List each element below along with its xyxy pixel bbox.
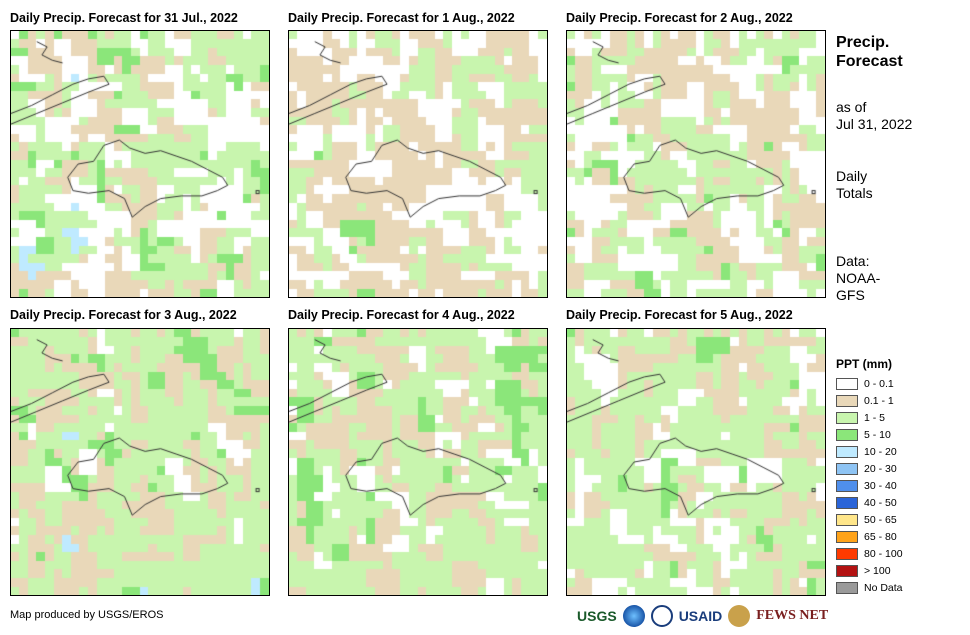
legend-title: PPT (mm) — [836, 357, 893, 371]
legend-swatch — [836, 377, 858, 390]
fewsnet-logo: FEWS NET — [756, 608, 829, 623]
legend-label: 50 - 65 — [864, 513, 897, 526]
panel-title-4: Daily Precip. Forecast for 3 Aug., 2022 — [10, 308, 237, 322]
panel-title-1: Daily Precip. Forecast for 31 Jul., 2022 — [10, 11, 238, 25]
legend-swatch — [836, 496, 858, 509]
panel-title-5: Daily Precip. Forecast for 4 Aug., 2022 — [288, 308, 515, 322]
usaid-logo: USAID — [678, 608, 723, 624]
legend-item: 5 - 10 — [836, 427, 903, 442]
forecast-map-1 — [10, 30, 270, 298]
noaa-logo-icon — [622, 605, 645, 627]
daily-totals-line2: Totals — [836, 185, 873, 201]
forecast-map-2 — [288, 30, 548, 298]
legend-label: 40 - 50 — [864, 496, 897, 509]
legend-label: > 100 — [864, 564, 891, 577]
legend-swatch — [836, 513, 858, 526]
legend-item: > 100 — [836, 563, 903, 578]
legend-swatch — [836, 479, 858, 492]
legend-item: 30 - 40 — [836, 478, 903, 493]
daily-totals-line1: Daily — [836, 168, 868, 184]
legend-item: 40 - 50 — [836, 495, 903, 510]
forecast-map-3 — [566, 30, 826, 298]
forecast-map-5 — [288, 328, 548, 596]
legend-label: No Data — [864, 581, 903, 594]
seal-logo-icon — [650, 605, 673, 627]
panel-title-3: Daily Precip. Forecast for 2 Aug., 2022 — [566, 11, 793, 25]
legend-item: 1 - 5 — [836, 410, 903, 425]
legend-label: 65 - 80 — [864, 530, 897, 543]
legend-label: 30 - 40 — [864, 479, 897, 492]
legend-swatch — [836, 462, 858, 475]
logo-strip: USGS USAID FEWS NET — [577, 603, 828, 629]
legend-label: 0 - 0.1 — [864, 377, 894, 390]
as-of-value: Jul 31, 2022 — [836, 116, 913, 132]
as-of-label: as of — [836, 99, 867, 115]
legend-swatch — [836, 581, 858, 594]
legend-item: 10 - 20 — [836, 444, 903, 459]
legend-swatch — [836, 445, 858, 458]
legend-item: 0 - 0.1 — [836, 376, 903, 391]
side-title-line2: Forecast — [836, 53, 903, 70]
legend-label: 20 - 30 — [864, 462, 897, 475]
legend-item: 50 - 65 — [836, 512, 903, 527]
legend-swatch — [836, 530, 858, 543]
legend-label: 5 - 10 — [864, 428, 891, 441]
side-title-line1: Precip. — [836, 34, 890, 51]
legend-label: 80 - 100 — [864, 547, 903, 560]
legend-item: No Data — [836, 580, 903, 595]
legend: PPT (mm) 0 - 0.1 0.1 - 1 1 - 5 5 - 10 10 - 2… — [836, 357, 903, 597]
side-title: Precip. Forecast — [836, 33, 903, 71]
legend-label: 1 - 5 — [864, 411, 886, 424]
daily-totals-label: Daily Totals — [836, 168, 873, 202]
legend-rows: 0 - 0.1 0.1 - 1 1 - 5 5 - 10 10 - 20 20 - 30 3… — [836, 376, 903, 595]
legend-swatch — [836, 394, 858, 407]
legend-label: 0.1 - 1 — [864, 394, 894, 407]
legend-swatch — [836, 428, 858, 441]
legend-item: 80 - 100 — [836, 546, 903, 561]
data-source-line2: NOAA- — [836, 270, 881, 286]
data-source: Data: NOAA- GFS — [836, 253, 880, 304]
legend-item: 0.1 - 1 — [836, 393, 903, 408]
forecast-map-6 — [566, 328, 826, 596]
legend-item: 65 - 80 — [836, 529, 903, 544]
credit-text: Map produced by USGS/EROS — [10, 609, 164, 621]
data-source-line1: Data: — [836, 253, 870, 269]
data-source-line3: GFS — [836, 287, 865, 303]
legend-item: 20 - 30 — [836, 461, 903, 476]
legend-swatch — [836, 547, 858, 560]
legend-swatch — [836, 411, 858, 424]
as-of-date: as of Jul 31, 2022 — [836, 99, 912, 133]
panel-title-2: Daily Precip. Forecast for 1 Aug., 2022 — [288, 11, 515, 25]
forecast-map-4 — [10, 328, 270, 596]
legend-swatch — [836, 564, 858, 577]
fewsnet-globe-icon — [728, 605, 751, 627]
legend-label: 10 - 20 — [864, 445, 897, 458]
usgs-logo: USGS — [577, 608, 617, 624]
panel-title-6: Daily Precip. Forecast for 5 Aug., 2022 — [566, 308, 793, 322]
